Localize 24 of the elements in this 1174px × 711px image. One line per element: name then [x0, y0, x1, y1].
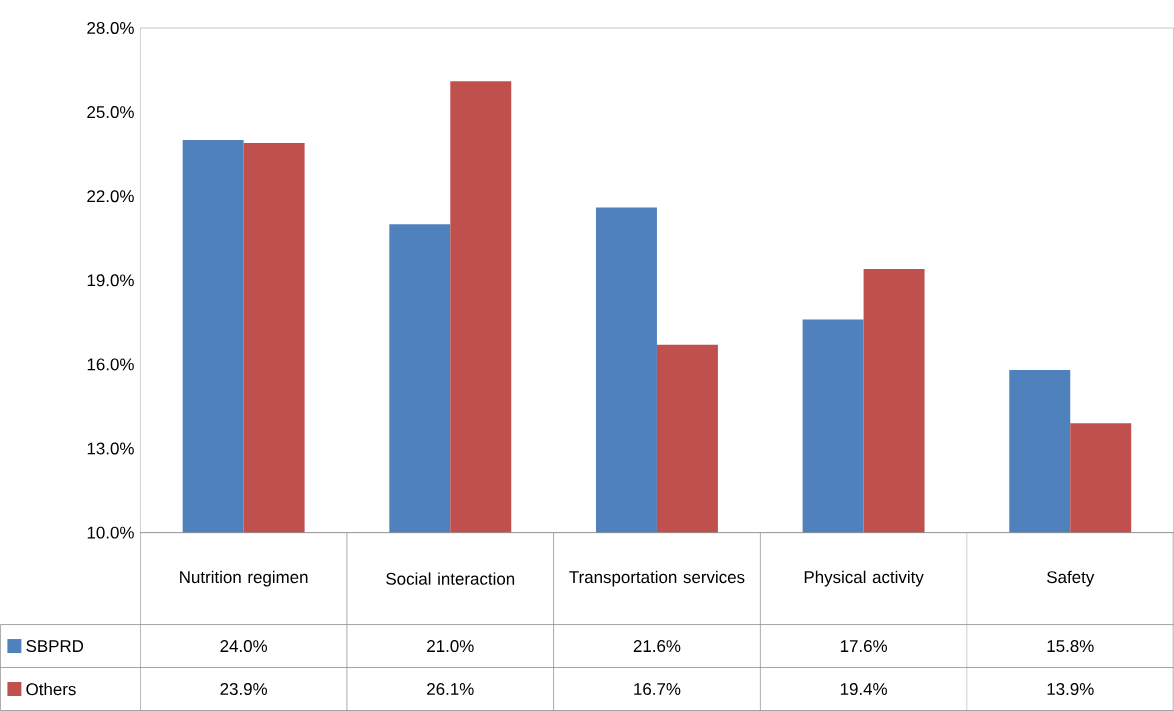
data-label: 26.1%: [427, 683, 474, 696]
y-tick-label: 13.0%: [87, 442, 134, 455]
data-label: 21.0%: [427, 640, 474, 653]
y-tick-label: 28.0%: [87, 22, 134, 35]
x-tick-label: Safety: [1047, 570, 1095, 587]
data-label: 21.6%: [633, 640, 681, 653]
y-tick-label: 22.0%: [87, 190, 134, 203]
data-label: 17.6%: [840, 640, 887, 653]
data-label: 16.7%: [634, 683, 681, 696]
data-label: 23.9%: [220, 683, 268, 696]
data-label: 19.4%: [840, 683, 887, 696]
data-label: 15.8%: [1047, 640, 1094, 653]
data-label: 13.9%: [1047, 683, 1094, 696]
x-tick-label: Nutrition regimen: [180, 570, 308, 587]
x-tick-label: Transportation services: [569, 570, 745, 587]
x-tick-label: Social interaction: [386, 572, 515, 585]
y-tick-label: 25.0%: [87, 106, 134, 119]
y-tick-label: 16.0%: [87, 358, 134, 371]
data-label: 24.0%: [220, 640, 268, 653]
legend-label: SBPRD: [26, 640, 84, 653]
x-tick-label: Physical activity: [804, 570, 924, 587]
legend-label: Others: [26, 682, 76, 696]
y-tick-label: 19.0%: [87, 274, 134, 287]
y-tick-label: 10.0%: [87, 526, 134, 539]
